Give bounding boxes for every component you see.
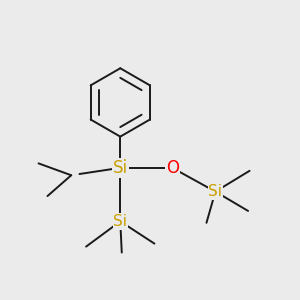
Text: Si: Si: [113, 159, 128, 177]
Text: Si: Si: [113, 214, 127, 229]
Text: O: O: [166, 159, 179, 177]
Text: Si: Si: [208, 184, 222, 199]
